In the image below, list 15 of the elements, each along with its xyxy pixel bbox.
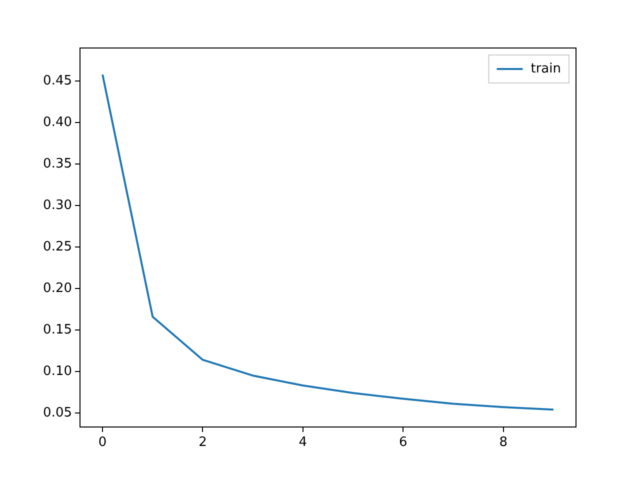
y-tick-label: 0.30 (43, 198, 72, 213)
y-tick-label: 0.40 (43, 115, 72, 130)
x-tick-label: 2 (198, 435, 207, 450)
x-tick-label: 8 (499, 435, 508, 450)
legend-label: train (530, 61, 562, 76)
y-tick-label: 0.45 (43, 74, 72, 89)
y-tick-label: 0.10 (43, 364, 72, 379)
x-tick-label: 6 (399, 435, 408, 450)
y-tick-label: 0.35 (43, 156, 72, 172)
y-tick-label: 0.05 (43, 405, 72, 420)
y-tick-label: 0.25 (43, 239, 72, 254)
x-tick-label: 0 (98, 435, 107, 450)
y-tick-label: 0.20 (43, 280, 72, 296)
y-tick-label: 0.15 (43, 322, 72, 338)
x-tick-label: 4 (298, 435, 308, 450)
